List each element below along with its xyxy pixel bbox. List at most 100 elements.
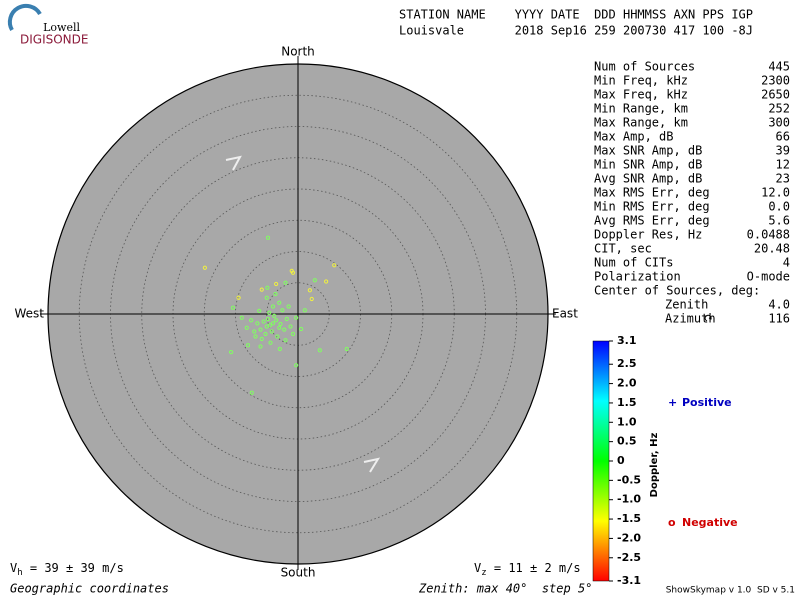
source-point (245, 343, 251, 348)
source-point (280, 308, 285, 313)
stat-label: Avg SNR Amp, dB (594, 172, 702, 186)
colorbar-tick-label: -2.5 (617, 551, 641, 564)
vh-text: = 39 ± 39 m/s (23, 561, 124, 575)
stat-label: Max RMS Err, deg (594, 186, 710, 200)
colorbar (592, 340, 610, 582)
source-point (269, 329, 274, 334)
colorbar-tick-label: 0.5 (617, 435, 637, 448)
source-point (286, 304, 291, 309)
logo-bottom: DIGISONDE (20, 33, 88, 47)
stat-label: Max Amp, dB (594, 130, 673, 144)
source-point (257, 308, 262, 313)
coords: Geographic coordinates (10, 582, 169, 596)
legend-symbol: o (668, 516, 676, 529)
stat-label: Azimuth (665, 312, 716, 326)
source-point (202, 265, 207, 270)
source-point (317, 348, 322, 353)
direction-label: North (281, 45, 315, 59)
stat-label: Min Range, km (594, 102, 688, 116)
stat-value: 39 (776, 144, 790, 158)
vh-symbol: V (10, 561, 17, 575)
legend-text: Positive (682, 396, 732, 409)
source-point (265, 316, 271, 322)
stat-label: Avg RMS Err, deg (594, 214, 710, 228)
source-point (249, 390, 254, 395)
direction-label: East (552, 307, 578, 321)
stat-label: Min RMS Err, deg (594, 200, 710, 214)
source-point (239, 315, 244, 320)
colorbar-tick-label: 0 (617, 454, 625, 467)
source-point (277, 325, 282, 330)
zenith-info: Zenith: max 40° step 5° (418, 582, 592, 596)
source-point (230, 305, 236, 310)
colorbar-tick-label: -0.5 (617, 473, 641, 486)
source-point (270, 321, 276, 326)
source-point (278, 321, 283, 327)
stat-value: 0.0 (768, 200, 790, 214)
stat-value: 12 (776, 158, 790, 172)
vz: Vz = 11 ± 2 m/s (474, 561, 581, 578)
colorbar-tick-label: -1.5 (617, 512, 641, 525)
colorbar-tick-label: 1.0 (617, 415, 637, 428)
source-point (268, 340, 273, 345)
stat-label: Zenith (665, 298, 708, 312)
colorbar-label: Doppler, Hz (649, 433, 660, 498)
colorbar-tick-label: -2.0 (617, 531, 641, 544)
source-point (264, 295, 269, 300)
header-line: STATION NAME YYYY DATE DDD HHMMSS AXN PP… (399, 8, 753, 22)
source-point (274, 281, 279, 287)
source-point (253, 334, 258, 339)
stat-label: Polarization (594, 270, 681, 284)
stat-value: 4.0 (768, 298, 790, 312)
source-point (302, 308, 307, 313)
stat-value: 5.6 (768, 214, 790, 228)
source-point (258, 327, 263, 332)
source-point (274, 318, 279, 323)
stat-value: 116 (768, 312, 790, 326)
vh-sub: h (17, 568, 22, 578)
source-point (299, 326, 304, 332)
source-point (259, 287, 264, 292)
stat-label: Max Freq, kHz (594, 88, 688, 102)
source-point (277, 300, 282, 305)
source-point (244, 325, 249, 330)
source-point (289, 268, 294, 273)
direction-label: South (281, 566, 316, 580)
source-point (259, 336, 264, 342)
source-point (309, 296, 314, 302)
source-point (236, 295, 241, 300)
stat-label: CIT, sec (594, 242, 652, 256)
source-point (270, 304, 276, 309)
source-point (344, 346, 349, 352)
stat-value: 12.0 (761, 186, 790, 200)
stat-label: Num of CITs (594, 256, 673, 270)
source-point (229, 350, 234, 355)
stat-label: Num of Sources (594, 60, 695, 74)
source-point (283, 338, 288, 343)
source-point (283, 280, 288, 285)
stat-label: Max SNR Amp, dB (594, 144, 702, 158)
source-point (288, 324, 293, 329)
source-point (265, 285, 270, 290)
logo-arc (7, 3, 42, 31)
source-point (267, 310, 272, 315)
stat-value: 4 (783, 256, 790, 270)
source-point (332, 263, 337, 268)
stat-value: 252 (768, 102, 790, 116)
logo-top: Lowell (43, 21, 80, 34)
stat-value: 445 (768, 60, 790, 74)
source-point (263, 331, 268, 337)
source-point (258, 344, 263, 349)
colorbar-tick-label: 2.5 (617, 357, 637, 370)
stat-value: 66 (776, 130, 790, 144)
stat-label: Min SNR Amp, dB (594, 158, 702, 172)
vz-text: = 11 ± 2 m/s (487, 561, 581, 575)
colorbar-tick-label: 1.5 (617, 396, 637, 409)
source-point (284, 316, 289, 322)
points (202, 235, 349, 395)
source-point (282, 327, 287, 332)
source-point (277, 346, 282, 352)
stat-value: O-mode (747, 270, 790, 284)
header-line: Louisvale 2018 Sep16 259 200730 417 100 … (399, 24, 753, 38)
stat-label: Max Range, km (594, 116, 688, 130)
